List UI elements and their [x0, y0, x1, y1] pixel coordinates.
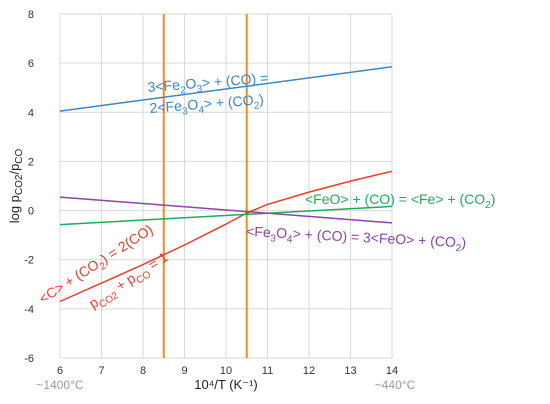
x-tick-label: 8	[140, 365, 146, 377]
series-line-1	[59, 170, 393, 303]
y-tick-label: 8	[28, 9, 34, 21]
series-line-2	[59, 205, 393, 226]
annotations: 3<Fe2O3> + (CO) =2<Fe3O4> + (CO2) <FeO> +…	[36, 70, 495, 315]
x-tick-label: 11	[262, 365, 273, 377]
y-tick-label: -4	[24, 304, 34, 316]
y-tick-label: -2	[24, 255, 34, 267]
y-tick-label: 4	[28, 107, 34, 119]
vertical-lines	[162, 14, 248, 358]
temp-label-left: ~1400°C	[36, 378, 84, 392]
x-axis-label: 10⁴/T (K⁻¹)	[194, 377, 258, 392]
y-tick-label: 0	[28, 206, 34, 218]
reaction-label-1: 2<Fe3O4> + (CO2)	[149, 91, 265, 120]
x-tick-label: 9	[181, 365, 187, 377]
x-tick-label: 13	[344, 365, 356, 377]
x-tick-label: 10	[220, 365, 232, 377]
y-tick-label: 2	[28, 156, 34, 168]
x-tick-label: 7	[98, 365, 104, 377]
y-tick-label: 6	[28, 58, 34, 70]
reaction-label-3: <Fe3O4> + (CO) = 3<FeO> + (CO2)	[246, 223, 467, 254]
series-lines	[59, 66, 393, 303]
axes: 6 7 8 9 10 11 12 13 14 -6 -4 -2 0 2 4 6 8	[24, 9, 398, 377]
series-line-0	[59, 66, 393, 112]
x-tick-label: 6	[57, 365, 63, 377]
reaction-label-5: pCO2 + pCO = 1	[86, 249, 173, 315]
y-axis-label: log pCO2/pCOlog pCO2/pCO	[7, 148, 25, 223]
reaction-label-0: 3<Fe2O3> + (CO) =	[147, 70, 269, 99]
series-line-3	[59, 196, 393, 224]
reaction-label-2: <FeO> + (CO) = <Fe> + (CO2)	[305, 191, 495, 211]
temp-label-right: ~440°C	[375, 378, 416, 392]
axis-labels: 10⁴/T (K⁻¹) log pCO2/pCOlog pCO2/pCO ~1400…	[7, 148, 416, 392]
x-tick-label: 14	[386, 365, 398, 377]
x-tick-label: 12	[303, 365, 315, 377]
y-tick-label: -6	[24, 353, 34, 365]
